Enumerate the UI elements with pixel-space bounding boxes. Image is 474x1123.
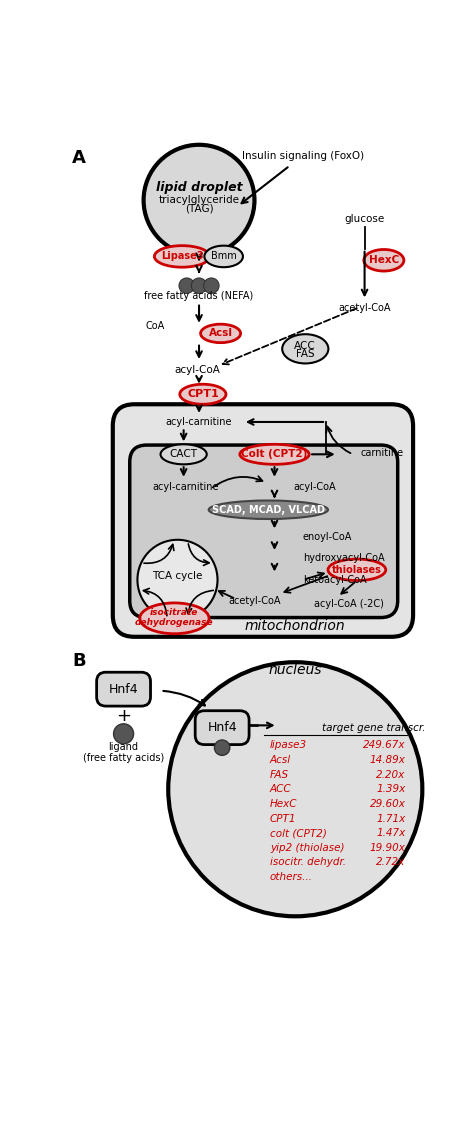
Text: acyl-carnitine: acyl-carnitine [166,417,232,427]
Text: 2.72x: 2.72x [376,857,405,867]
Text: 1.71x: 1.71x [376,813,405,823]
Text: A: A [72,148,86,166]
Text: isocitrate: isocitrate [150,609,199,618]
Text: colt (CPT2): colt (CPT2) [270,828,327,838]
Text: enoyl-CoA: enoyl-CoA [303,531,352,541]
Text: lipid droplet: lipid droplet [156,181,242,193]
Text: acyl-CoA (-2C): acyl-CoA (-2C) [314,600,384,610]
Text: CACT: CACT [170,449,198,459]
Text: 19.90x: 19.90x [370,842,405,852]
Text: ACC: ACC [270,784,292,794]
Text: acetyl-CoA: acetyl-CoA [228,595,281,605]
Ellipse shape [204,246,243,267]
Text: acetyl-CoA: acetyl-CoA [338,303,391,313]
Text: hydroxyacyl-CoA: hydroxyacyl-CoA [303,554,384,564]
Text: Lipase3: Lipase3 [161,252,203,262]
Circle shape [114,724,134,743]
Ellipse shape [240,445,309,464]
Text: ketoacyl-CoA: ketoacyl-CoA [303,575,366,585]
Text: nucleus: nucleus [269,663,322,677]
Text: +: + [116,707,131,725]
Text: TCA cycle: TCA cycle [152,570,203,581]
Ellipse shape [201,325,241,343]
Circle shape [137,540,218,620]
Text: 29.60x: 29.60x [370,798,405,809]
Ellipse shape [155,246,210,267]
Text: Hnf4: Hnf4 [207,721,237,734]
Text: Colt (CPT2): Colt (CPT2) [241,449,308,459]
FancyBboxPatch shape [130,445,398,618]
Text: (TAG): (TAG) [185,203,213,213]
Text: isocitr. dehydr.: isocitr. dehydr. [270,857,346,867]
FancyBboxPatch shape [195,711,249,745]
Text: acyl-CoA: acyl-CoA [293,483,336,492]
Circle shape [191,279,207,293]
Ellipse shape [282,335,328,364]
Circle shape [204,279,219,293]
Text: Bmm: Bmm [211,252,237,262]
Text: FAS: FAS [270,769,289,779]
Text: lipase3: lipase3 [270,740,307,750]
Text: HexC: HexC [369,255,399,265]
Ellipse shape [140,603,209,633]
Ellipse shape [180,384,226,404]
Text: ligand
(free fatty acids): ligand (free fatty acids) [83,741,164,764]
Text: triacylglyceride: triacylglyceride [158,195,239,206]
Text: Acsl: Acsl [209,328,233,338]
FancyBboxPatch shape [113,404,413,637]
Text: acyl-CoA: acyl-CoA [174,365,220,375]
Text: Hnf4: Hnf4 [109,683,138,695]
Text: others...: others... [270,873,313,882]
Ellipse shape [328,559,386,581]
Text: yip2 (thiolase): yip2 (thiolase) [270,842,345,852]
Text: HexC: HexC [270,798,297,809]
Circle shape [179,279,194,293]
Text: CPT1: CPT1 [270,813,296,823]
Text: CPT1: CPT1 [187,390,219,400]
Text: Acsl: Acsl [270,755,291,765]
Ellipse shape [364,249,404,271]
Circle shape [144,145,255,256]
Ellipse shape [161,445,207,464]
Text: B: B [72,652,86,670]
FancyBboxPatch shape [97,673,151,706]
Text: 1.47x: 1.47x [376,828,405,838]
Circle shape [168,663,422,916]
Ellipse shape [209,501,328,519]
Text: ACC: ACC [294,340,316,350]
Text: 1.39x: 1.39x [376,784,405,794]
Text: SCAD, MCAD, VLCAD: SCAD, MCAD, VLCAD [212,504,325,514]
Text: thiolases: thiolases [332,565,382,575]
Text: acyl-carnitine: acyl-carnitine [153,483,219,492]
Text: dehydrogenase: dehydrogenase [135,618,214,627]
Text: CoA: CoA [145,321,164,330]
Circle shape [214,740,230,756]
Text: 2.20x: 2.20x [376,769,405,779]
Text: 249.67x: 249.67x [363,740,405,750]
Text: FAS: FAS [296,349,315,359]
Text: mitochondrion: mitochondrion [245,619,346,633]
Text: 14.89x: 14.89x [370,755,405,765]
Text: Insulin signaling (FoxO): Insulin signaling (FoxO) [242,152,364,162]
Text: glucose: glucose [345,214,385,225]
Text: carnitine: carnitine [361,448,404,458]
Text: free fatty acids (NEFA): free fatty acids (NEFA) [145,292,254,301]
Text: target gene transcr.: target gene transcr. [322,723,426,732]
